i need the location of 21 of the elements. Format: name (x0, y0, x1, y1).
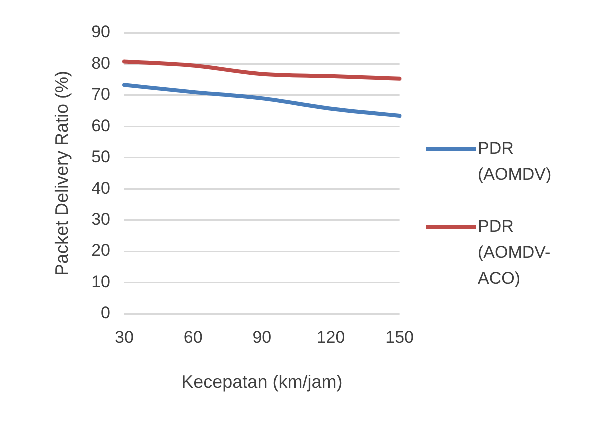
x-tick-label: 60 (184, 328, 203, 347)
y-axis-title: Packet Delivery Ratio (%) (52, 70, 72, 276)
y-tick-label: 90 (92, 22, 111, 42)
x-tick-label: 30 (115, 328, 134, 347)
x-tick-label: 90 (252, 328, 272, 347)
y-tick-label: 30 (92, 210, 111, 230)
y-tick-label: 10 (92, 272, 111, 292)
x-tick-label: 120 (316, 328, 346, 347)
y-tick-label: 80 (92, 54, 111, 73)
x-axis-title: Kecepatan (km/jam) (182, 372, 343, 392)
legend-label: PDR (AOMDV) (478, 138, 552, 186)
y-tick-label: 20 (92, 241, 111, 260)
x-tick-label: 150 (386, 328, 414, 347)
line-series (122, 60, 402, 81)
line-series (122, 83, 402, 118)
legend-label: PDR (AOMDV-ACO) (478, 216, 551, 290)
y-tick-label: 0 (101, 304, 111, 323)
y-tick-label: 50 (92, 148, 111, 167)
y-tick-label: 40 (92, 178, 111, 198)
y-tick-label: 60 (92, 116, 111, 136)
y-tick-label: 70 (92, 85, 111, 104)
